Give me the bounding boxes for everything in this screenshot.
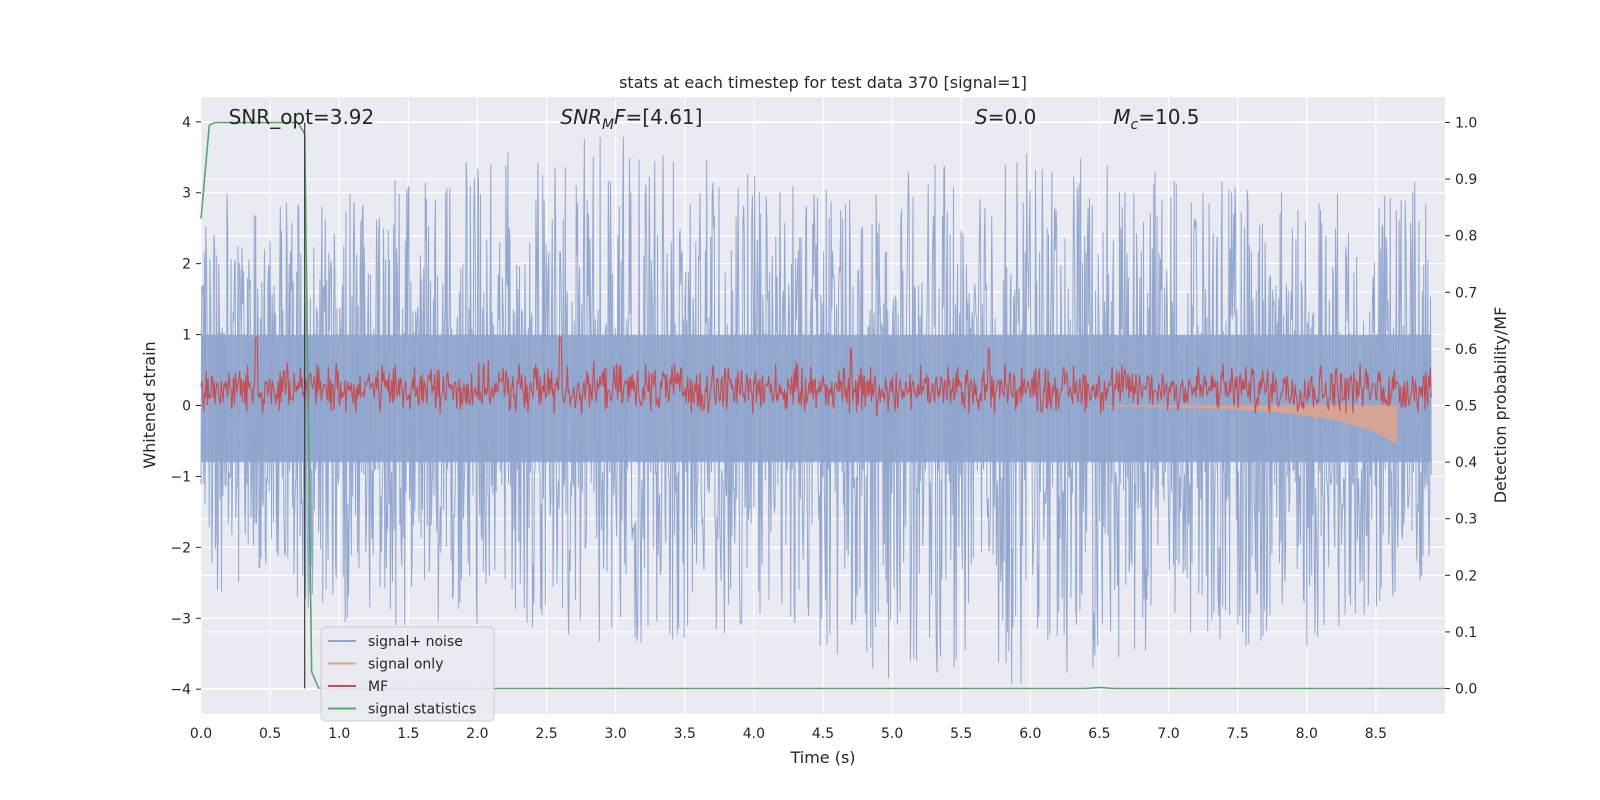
x-tick-label-0: 0.0 (190, 726, 212, 742)
y-tick-label-8: 4 (182, 115, 191, 131)
x-tick-label-2: 1.0 (328, 726, 350, 742)
y-tick-label-0: −4 (170, 682, 191, 698)
y2-tick-label-1: 0.1 (1455, 625, 1477, 641)
y2-tick-label-6: 0.6 (1455, 342, 1477, 358)
series-signal-statistics (200, 121, 1445, 690)
signal-only-line (1099, 405, 1398, 446)
x-tick-label-7: 3.5 (674, 726, 696, 742)
y-tick-label-4: 0 (182, 399, 191, 415)
y-tick-label-3: −1 (170, 469, 191, 485)
legend-label-2: MF (368, 679, 388, 695)
legend-label-3: signal statistics (368, 702, 476, 718)
x-tick-label-10: 5.0 (881, 726, 903, 742)
x-tick-label-12: 6.0 (1019, 726, 1041, 742)
y-tick-label-6: 2 (182, 257, 191, 273)
annotation-1: SNRMF=[4.61] (560, 105, 702, 133)
x-tick-label-6: 3.0 (605, 726, 627, 742)
legend-box (320, 626, 495, 722)
y-tick-label-5: 1 (182, 328, 191, 344)
y2-tick-label-0: 0.0 (1455, 682, 1477, 698)
y2-axis-label: Detection probability/MF (1491, 307, 1510, 504)
x-tick-label-9: 4.5 (812, 726, 834, 742)
legend: signal+ noise signal only MF signal statist… (320, 626, 495, 722)
x-tick-label-4: 2.0 (466, 726, 488, 742)
x-tick-label-1: 0.5 (259, 726, 281, 742)
annotation-0: SNR_opt=3.92 (229, 105, 375, 129)
y-tick-label-7: 3 (182, 186, 191, 202)
y2-tick-label-3: 0.3 (1455, 512, 1477, 528)
x-tick-label-15: 7.5 (1227, 726, 1249, 742)
chart-title: stats at each timestep for test data 370… (619, 73, 1027, 92)
x-axis-label: Time (s) (789, 748, 855, 767)
y2-tick-label-4: 0.4 (1455, 455, 1477, 471)
y2-tick-label-10: 1.0 (1455, 115, 1477, 131)
y2-ticks: 0.0 0.1 0.2 0.3 0.4 0.5 0.6 0.7 0.8 0.9 1.0 (1445, 115, 1477, 698)
annotations: SNR_opt=3.92 SNRMF=[4.61] S=0.0 Mc=10.5 (229, 105, 1200, 133)
y2-tick-label-5: 0.5 (1455, 399, 1477, 415)
signal-noise-line (200, 136, 1432, 685)
x-tick-label-14: 7.0 (1157, 726, 1179, 742)
x-tick-label-8: 4.0 (743, 726, 765, 742)
y2-tick-label-2: 0.2 (1455, 568, 1477, 584)
x-tick-label-17: 8.5 (1365, 726, 1387, 742)
series-signal-only (1099, 405, 1398, 446)
y2-tick-label-7: 0.7 (1455, 285, 1477, 301)
x-tick-label-5: 2.5 (535, 726, 557, 742)
x-tick-label-11: 5.5 (950, 726, 972, 742)
x-ticks: 0.0 0.5 1.0 1.5 2.0 2.5 3.0 3.5 4.0 4.5 5.0 5.5 6.0 6… (190, 726, 1387, 742)
series-mf (200, 337, 1432, 417)
x-tick-label-13: 6.5 (1088, 726, 1110, 742)
annotation-2: S=0.0 (975, 105, 1036, 129)
x-tick-label-3: 1.5 (397, 726, 419, 742)
y-ticks: −4 −3 −2 −1 0 1 2 3 4 (170, 115, 201, 698)
y-tick-label-2: −2 (170, 540, 191, 556)
legend-label-1: signal only (368, 657, 443, 673)
y2-tick-label-8: 0.8 (1455, 229, 1477, 245)
y-tick-label-1: −3 (170, 611, 191, 627)
annotation-3: Mc=10.5 (1113, 105, 1199, 133)
legend-label-0: signal+ noise (368, 634, 463, 650)
y2-tick-label-9: 0.9 (1455, 172, 1477, 188)
x-tick-label-16: 8.0 (1296, 726, 1318, 742)
mf-line (200, 337, 1432, 417)
y-axis-label: Whitened strain (140, 341, 159, 468)
